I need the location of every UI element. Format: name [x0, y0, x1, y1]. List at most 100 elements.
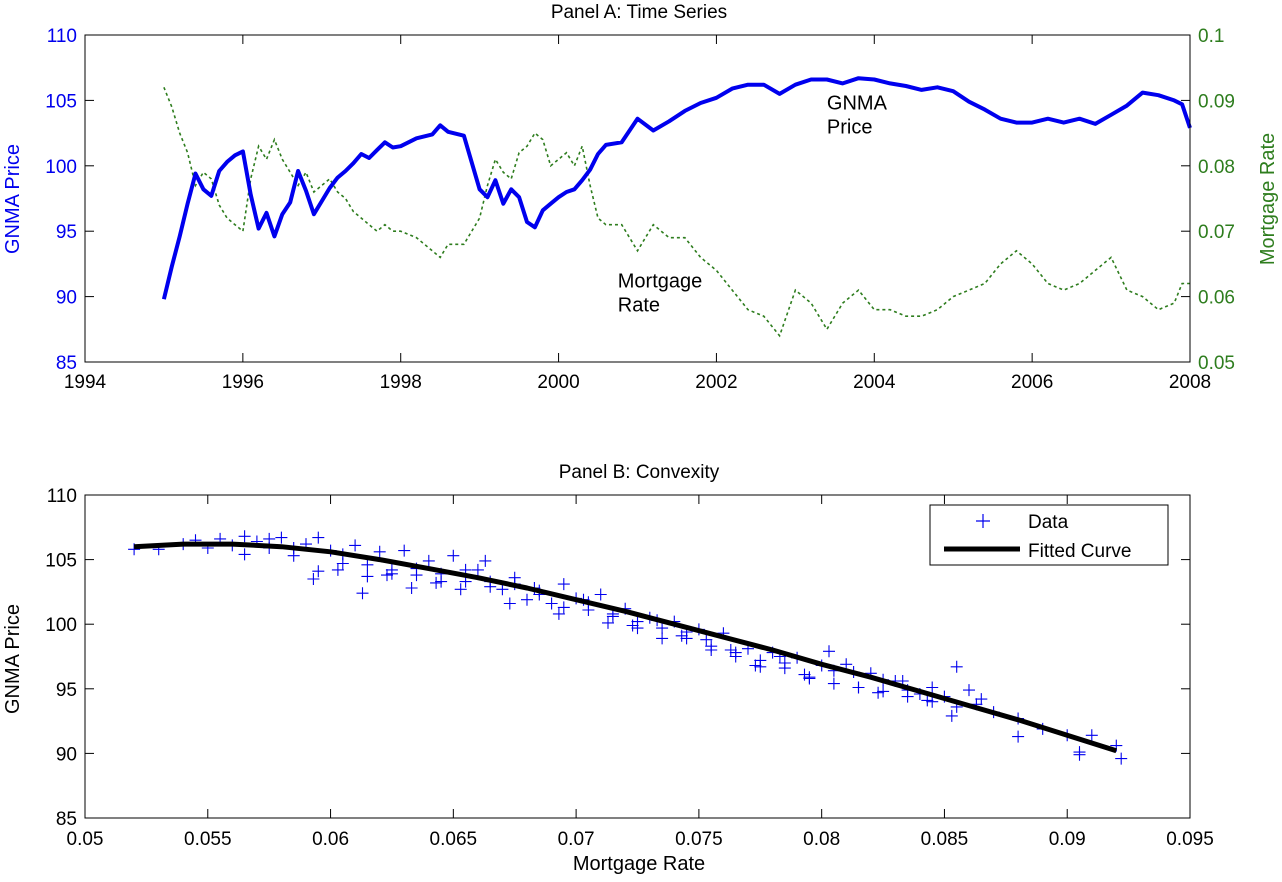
panel-b-xtick-label: 0.065 [430, 829, 478, 850]
data-point [405, 582, 418, 594]
panel-b-xtick-label: 0.06 [312, 829, 349, 850]
data-point [435, 575, 448, 588]
data-point [778, 657, 791, 669]
panel-a-ytick-left-label: 100 [45, 157, 77, 178]
panel-b-ytick-label: 110 [47, 486, 77, 507]
data-point [872, 686, 885, 699]
panel-b-xtick-label: 0.055 [184, 829, 232, 850]
panel-b-axes-box [84, 494, 1191, 819]
legend-entry-data: Data [1028, 512, 1069, 533]
panel-b-title: Panel B: Convexity [559, 462, 720, 483]
panel-a-ytick-right-label: 0.1 [1198, 26, 1224, 47]
panel-b-plot-area: 0.05 0.055 0.06 0.065 0.07 0.075 0.08 0.085 0.09… [45, 486, 1213, 850]
panel-b-xtick-label: 0.07 [558, 829, 595, 850]
panel-a-ylabel-right: Mortgage Rate [1257, 133, 1279, 265]
legend-box [929, 504, 1169, 566]
panel-b-ytick-label: 95 [56, 680, 77, 701]
data-point [675, 629, 688, 642]
data-point [963, 684, 975, 697]
panel-a-xtick-label: 2006 [1011, 372, 1053, 393]
data-point [479, 554, 492, 567]
data-point [852, 681, 865, 694]
panel-a-ytick-left-label: 85 [56, 353, 77, 374]
data-point [975, 693, 988, 706]
data-point [336, 557, 349, 570]
panel-a-title: Panel A: Time Series [551, 2, 727, 23]
data-point [656, 632, 669, 645]
legend-entry-fitted: Fitted Curve [1028, 541, 1131, 562]
panel-a-ytick-left-label: 90 [56, 288, 77, 309]
data-point [238, 548, 251, 561]
data-point [430, 576, 443, 589]
data-point [827, 677, 840, 690]
data-point [602, 616, 614, 629]
data-point [1085, 729, 1098, 742]
panel-a-time-series: Panel A: Time Series 1994 1996 1998 2000 200… [2, 2, 1279, 393]
data-point [454, 583, 467, 596]
fitted-curve [133, 541, 1118, 754]
panel-b-xtick-label: 0.095 [1166, 829, 1214, 850]
panel-a-ytick-right-label: 0.07 [1198, 222, 1235, 243]
panel-b-xtick-label: 0.05 [67, 829, 104, 850]
data-point [275, 531, 288, 544]
panel-a-xtick-label: 2002 [695, 372, 737, 393]
data-point [545, 597, 558, 610]
panel-a-xtick-label: 1998 [380, 372, 422, 393]
data-point [356, 587, 369, 600]
panel-b-ytick-label: 85 [56, 809, 77, 830]
panel-a-xtick-label: 1994 [64, 372, 107, 393]
panel-a-ytick-left-label: 95 [56, 222, 77, 243]
data-point [349, 539, 362, 552]
panel-a-xtick-label: 2004 [853, 372, 896, 393]
data-point [385, 567, 398, 580]
panel-b-xtick-label: 0.09 [1049, 829, 1086, 850]
panel-a-ytick-right-label: 0.08 [1198, 157, 1235, 178]
data-point [557, 601, 570, 614]
data-point [331, 563, 344, 576]
data-point [950, 660, 963, 673]
panel-a-axes-box [84, 34, 1191, 363]
panel-b-xtick-label: 0.08 [803, 829, 840, 850]
data-point [656, 622, 669, 635]
data-point [312, 531, 325, 544]
data-point [361, 570, 374, 583]
annotation-gnma-price: Price [827, 117, 873, 139]
data-point [700, 633, 713, 646]
data-point [729, 650, 742, 663]
data-point [1115, 752, 1128, 765]
data-point [754, 660, 767, 673]
panel-a-ytick-left-label: 110 [47, 26, 77, 47]
annotation-mortgage-rate: Rate [618, 294, 660, 316]
panel-b-xlabel: Mortgage Rate [573, 853, 705, 875]
panel-b-xtick-label: 0.085 [921, 829, 969, 850]
panel-a-ytick-left-label: 105 [45, 91, 77, 112]
data-point [1073, 746, 1086, 759]
panel-a-xtick-label: 1996 [222, 372, 264, 393]
data-point [926, 681, 939, 694]
data-point [594, 588, 607, 601]
mortgage-rate-series [163, 87, 1190, 338]
panel-b-convexity: Panel B: Convexity 0.05 0.055 0.06 0.065 0.0… [2, 462, 1214, 875]
data-point [312, 565, 325, 578]
gnma-price-series [161, 76, 1192, 300]
data-point [798, 668, 811, 681]
legend-data-plus [976, 514, 990, 528]
data-point [503, 597, 516, 610]
data-point [724, 644, 737, 656]
data-point [921, 694, 934, 707]
panel-b-ytick-label: 100 [45, 615, 77, 636]
panel-a-ylabel-left: GNMA Price [2, 144, 24, 254]
data-point [926, 695, 939, 708]
panel-a-ytick-right-label: 0.05 [1198, 353, 1235, 374]
data-point [631, 622, 644, 635]
data-point [307, 573, 320, 585]
annotation-gnma-price: GNMA [827, 93, 888, 115]
data-point [945, 709, 958, 722]
data-point [287, 549, 300, 562]
data-point [626, 619, 639, 632]
data-point [1012, 730, 1025, 743]
data-point [422, 554, 435, 567]
annotation-mortgage-rate: Mortgage [618, 270, 703, 292]
data-point [238, 530, 251, 543]
data-point [552, 607, 565, 620]
